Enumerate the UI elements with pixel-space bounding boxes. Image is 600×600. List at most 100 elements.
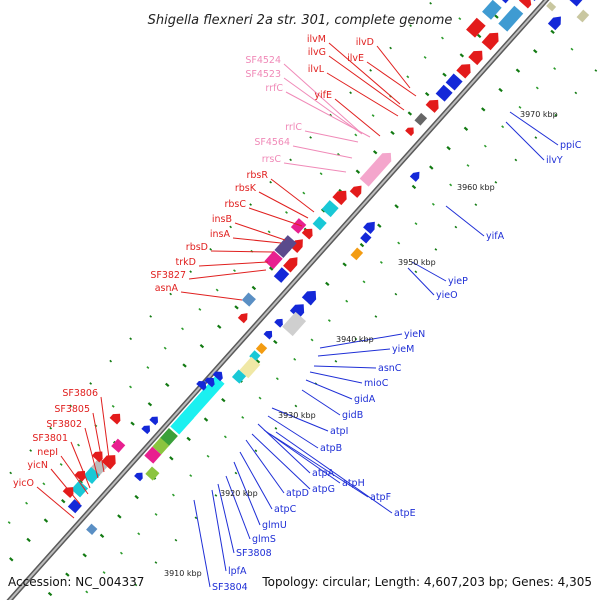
gene-label-left: ilvL [308, 64, 325, 75]
tick-mark [99, 533, 105, 538]
leader-line [217, 483, 235, 554]
tick-mark [269, 180, 272, 184]
gene-block [321, 200, 339, 218]
tick-mark [274, 427, 278, 430]
gene-block [144, 446, 162, 464]
kbp-scale-label: 3910 kbp [164, 569, 202, 578]
tick-mark [194, 516, 198, 520]
genome-title: Shigella flexneri 2a str. 301, complete … [148, 13, 453, 28]
gene-block-shape [496, 0, 515, 4]
gene-label-right: atpC [274, 504, 297, 515]
leader-line [210, 250, 274, 253]
gene-arrow-shape [349, 185, 362, 198]
leader-line [407, 267, 435, 296]
gene-block-shape [282, 311, 307, 337]
gene-label-left: rrfC [265, 83, 283, 94]
tick-mark [29, 449, 33, 452]
leader-line [50, 468, 81, 505]
tick-mark [146, 366, 150, 369]
tick-mark [203, 417, 209, 422]
tick-mark [9, 471, 13, 475]
gene-label-right: atpD [286, 488, 309, 499]
tick-mark [268, 266, 274, 271]
tick-mark [390, 130, 395, 136]
gene-block [445, 73, 463, 91]
gene-arrow-shape [91, 451, 103, 463]
gene-block [152, 437, 170, 455]
tick-mark [169, 292, 173, 296]
leader-line [70, 441, 91, 489]
gene-arrow [141, 425, 151, 435]
kbp-scale-label: 3940 kbp [336, 335, 374, 344]
gene-label-left: asnA [155, 283, 179, 294]
gene-label-right: glmS [252, 534, 276, 545]
tick-mark [234, 305, 239, 310]
tick-mark [129, 385, 132, 389]
gene-arrow [481, 32, 499, 51]
tick-mark [251, 285, 257, 291]
tick-mark [49, 426, 53, 430]
gene-block-shape [86, 523, 98, 535]
tick-mark [498, 87, 503, 93]
tick-mark [129, 337, 133, 341]
leader-line [305, 379, 353, 400]
tick-mark [217, 324, 222, 329]
tick-mark [117, 514, 122, 519]
leader-line [60, 455, 89, 495]
gene-block-shape [273, 267, 290, 283]
leader-line [376, 45, 411, 89]
gene-label-left: rbsR [247, 170, 269, 181]
leader-line [319, 333, 403, 349]
gene-label-right: glmU [262, 520, 287, 531]
tick-mark [214, 494, 218, 497]
gene-block [71, 480, 89, 498]
tick-mark [334, 359, 338, 363]
tick-mark [234, 471, 238, 475]
gene-arrow [409, 171, 420, 182]
gene-label-left: SF4523 [245, 69, 281, 80]
tick-mark [275, 377, 279, 381]
gene-arrow [196, 380, 207, 391]
tick-mark [189, 474, 193, 478]
tick-mark [294, 404, 298, 408]
leader-line [271, 407, 329, 432]
leader-line [317, 348, 391, 357]
leader-line [248, 207, 303, 227]
gene-block-shape [71, 480, 89, 498]
tick-mark [431, 202, 435, 206]
gene-block [255, 342, 268, 355]
gene-label-right: SF3808 [236, 548, 272, 559]
tick-mark [446, 146, 451, 151]
tick-mark [397, 241, 401, 245]
gene-block-shape [435, 84, 453, 102]
tick-mark [154, 561, 158, 564]
gene-arrow [289, 239, 303, 253]
tick-mark [466, 164, 470, 167]
tick-mark [111, 404, 115, 408]
tick-mark [302, 191, 306, 195]
gene-block-shape [241, 292, 256, 307]
leader-line [304, 130, 359, 143]
leader-line [366, 61, 417, 97]
leader-line [270, 178, 315, 213]
gene-label-left: ilvG [308, 47, 326, 58]
tick-mark [494, 14, 499, 19]
gene-label-right: atpF [370, 492, 391, 503]
gene-arrow [518, 0, 532, 9]
gene-label-right: atpB [320, 443, 342, 454]
gene-arrow [91, 451, 103, 463]
gene-arrow-shape [301, 290, 317, 306]
gene-label-left: SF4564 [254, 137, 290, 148]
gene-block [264, 250, 283, 270]
kbp-scale-label: 3950 kbp [398, 258, 436, 267]
gene-label-left: rrsC [262, 154, 282, 165]
gene-block [67, 499, 82, 514]
gene-arrow-shape [274, 318, 283, 328]
gene-block-shape [170, 410, 194, 435]
leader-line [445, 205, 485, 237]
tick-mark [372, 150, 378, 155]
gene-arrow-shape [289, 304, 305, 319]
gene-label-left: yicN [27, 460, 48, 471]
gene-arrow [263, 330, 273, 340]
